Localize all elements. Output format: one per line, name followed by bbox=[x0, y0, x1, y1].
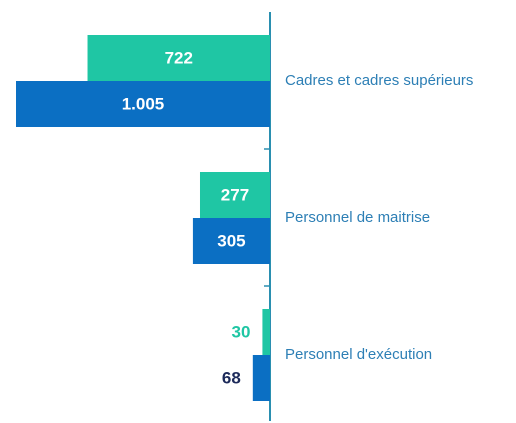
bar bbox=[87, 35, 270, 81]
category-label: Cadres et cadres supérieurs bbox=[285, 72, 473, 89]
data-label: 277 bbox=[221, 185, 249, 204]
data-label: 30 bbox=[231, 322, 250, 341]
bar bbox=[199, 172, 270, 218]
data-label: 68 bbox=[222, 368, 241, 387]
data-label: 305 bbox=[217, 231, 245, 250]
bar bbox=[192, 218, 270, 264]
category-label: Personnel d'exécution bbox=[285, 346, 432, 363]
bar bbox=[16, 81, 270, 127]
bar bbox=[252, 355, 270, 401]
category-label: Personnel de maitrise bbox=[285, 209, 430, 226]
data-label: 1.005 bbox=[122, 94, 165, 113]
data-label: 722 bbox=[165, 48, 193, 67]
bar bbox=[262, 309, 270, 355]
